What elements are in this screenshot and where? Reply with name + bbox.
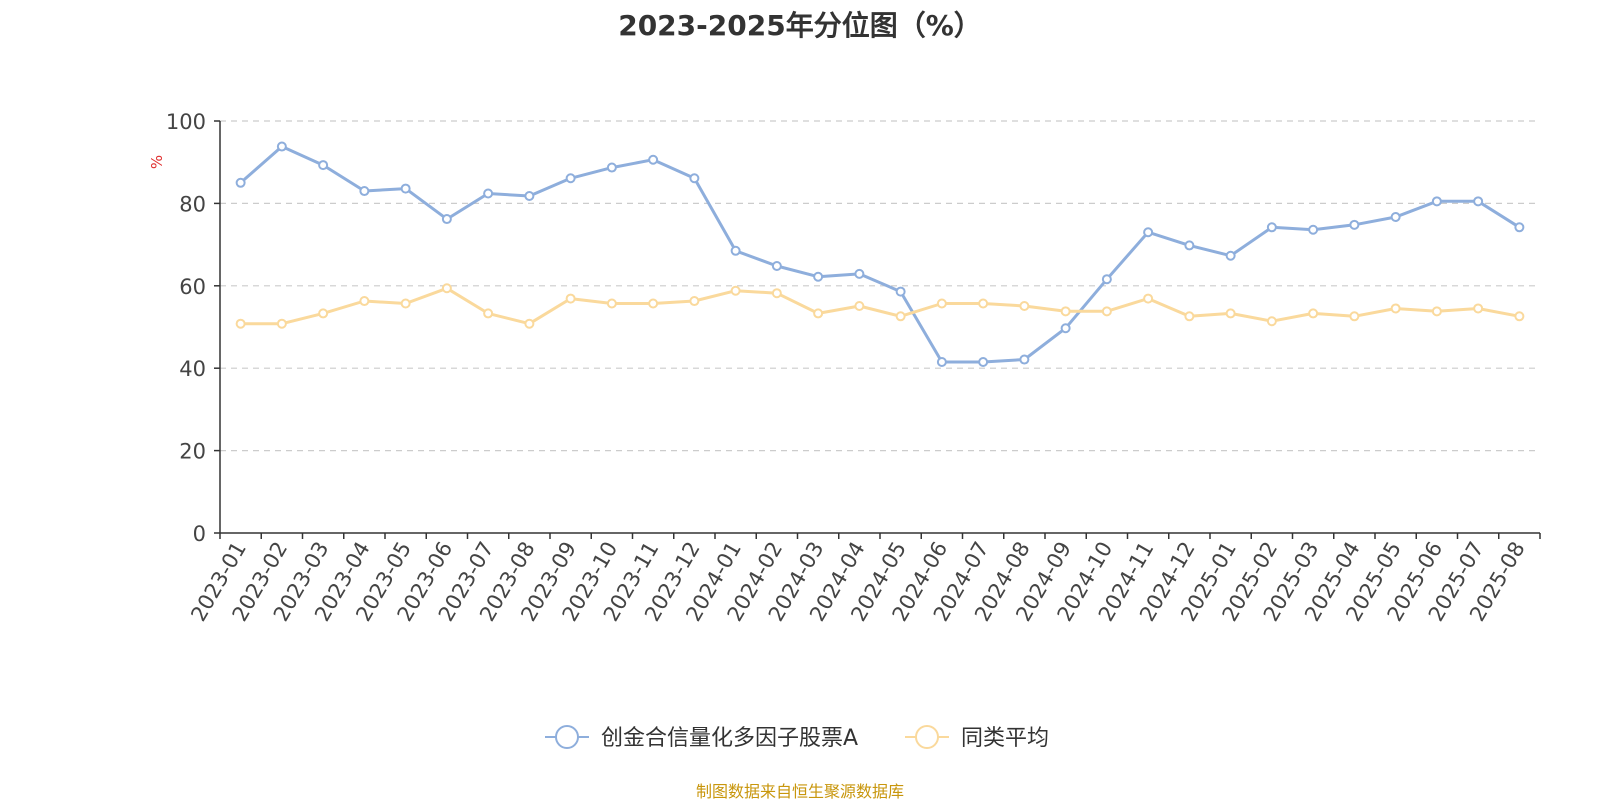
series-2-point[interactable] — [276, 318, 287, 329]
series-1-point[interactable] — [441, 214, 452, 225]
series-1-point[interactable] — [318, 160, 329, 171]
y-tick-label: 40 — [179, 357, 206, 381]
series-2-point[interactable] — [895, 311, 906, 322]
series-2-point[interactable] — [1473, 303, 1484, 314]
series-1-point[interactable] — [524, 190, 535, 201]
series-2-point[interactable] — [1349, 311, 1360, 322]
legend-label: 同类平均 — [961, 726, 1049, 751]
legend-item-1[interactable]: 创金合信量化多因子股票A — [545, 725, 858, 751]
series-2-point[interactable] — [1225, 308, 1236, 319]
legend-marker — [915, 725, 939, 749]
series-2-point[interactable] — [1431, 306, 1442, 317]
series-1-point[interactable] — [400, 183, 411, 194]
series-1-point[interactable] — [1431, 196, 1442, 207]
series-1-point[interactable] — [276, 141, 287, 152]
series-2-point[interactable] — [318, 308, 329, 319]
series-2-point[interactable] — [1184, 311, 1195, 322]
series-1-point[interactable] — [483, 188, 494, 199]
series-2-point[interactable] — [689, 296, 700, 307]
grid-layer — [220, 120, 1540, 452]
series-1-point[interactable] — [1060, 323, 1071, 334]
series-2-point[interactable] — [400, 298, 411, 309]
series-2-point[interactable] — [1019, 300, 1030, 311]
y-tick-label: 100 — [166, 110, 206, 134]
series-2-point[interactable] — [235, 318, 246, 329]
series-2-point[interactable] — [813, 308, 824, 319]
series-1-point[interactable] — [689, 173, 700, 184]
series-1-point[interactable] — [730, 245, 741, 256]
series-2-point[interactable] — [1390, 303, 1401, 314]
series-2-point[interactable] — [771, 288, 782, 299]
legend-item-2[interactable]: 同类平均 — [905, 725, 1049, 751]
series-1-point[interactable] — [565, 173, 576, 184]
series-2-point[interactable] — [978, 298, 989, 309]
series-2-point[interactable] — [730, 285, 741, 296]
series-1-point[interactable] — [771, 261, 782, 272]
series-2-point[interactable] — [936, 298, 947, 309]
series-2-point[interactable] — [648, 298, 659, 309]
series-2-point[interactable] — [524, 318, 535, 329]
y-tick-label: 80 — [179, 192, 206, 216]
series-1-point[interactable] — [1349, 219, 1360, 230]
series-2-point[interactable] — [606, 298, 617, 309]
y-tick-label: 60 — [179, 275, 206, 299]
series-2-point[interactable] — [854, 300, 865, 311]
series-1-point[interactable] — [1143, 227, 1154, 238]
y-tick-label: 0 — [193, 522, 206, 546]
series-line-1 — [239, 145, 1521, 364]
y-axis-label: % — [148, 155, 166, 169]
series-1-point[interactable] — [1390, 211, 1401, 222]
series-1-point[interactable] — [854, 268, 865, 279]
series-1-point[interactable] — [895, 286, 906, 297]
series-2-point[interactable] — [441, 283, 452, 294]
series-1-point[interactable] — [1019, 354, 1030, 365]
series-1-point[interactable] — [648, 154, 659, 165]
series-2-point[interactable] — [1308, 308, 1319, 319]
series-2-point[interactable] — [1514, 311, 1525, 322]
series-1-point[interactable] — [1514, 222, 1525, 233]
series-1-point[interactable] — [1308, 224, 1319, 235]
series-1-point[interactable] — [359, 186, 370, 197]
series-1-point[interactable] — [1184, 240, 1195, 251]
series-1-point[interactable] — [936, 357, 947, 368]
series-1-point[interactable] — [813, 271, 824, 282]
series-layer — [235, 141, 1525, 368]
series-1-point[interactable] — [978, 357, 989, 368]
series-1-point[interactable] — [1101, 274, 1112, 285]
series-2-point[interactable] — [1101, 306, 1112, 317]
series-line-2 — [240, 286, 1520, 326]
series-2-point[interactable] — [1060, 306, 1071, 317]
series-1-point[interactable] — [1266, 222, 1277, 233]
series-2-point[interactable] — [1266, 316, 1277, 327]
source-note: 制图数据来自恒生聚源数据库 — [695, 782, 904, 801]
chart-title: 2023-2025年分位图（%） — [618, 9, 982, 42]
series-2-point[interactable] — [1143, 293, 1154, 304]
legend-marker — [555, 725, 579, 749]
series-1-point[interactable] — [1473, 196, 1484, 207]
series-1-point[interactable] — [1225, 250, 1236, 261]
series-1-point[interactable] — [606, 162, 617, 173]
series-2-point[interactable] — [565, 293, 576, 304]
legend[interactable]: 创金合信量化多因子股票A 同类平均 — [545, 725, 1049, 751]
legend-label: 创金合信量化多因子股票A — [601, 726, 858, 751]
series-2-point[interactable] — [359, 296, 370, 307]
series-1-point[interactable] — [235, 177, 246, 188]
series-2-point[interactable] — [483, 308, 494, 319]
y-tick-label: 20 — [179, 440, 206, 464]
